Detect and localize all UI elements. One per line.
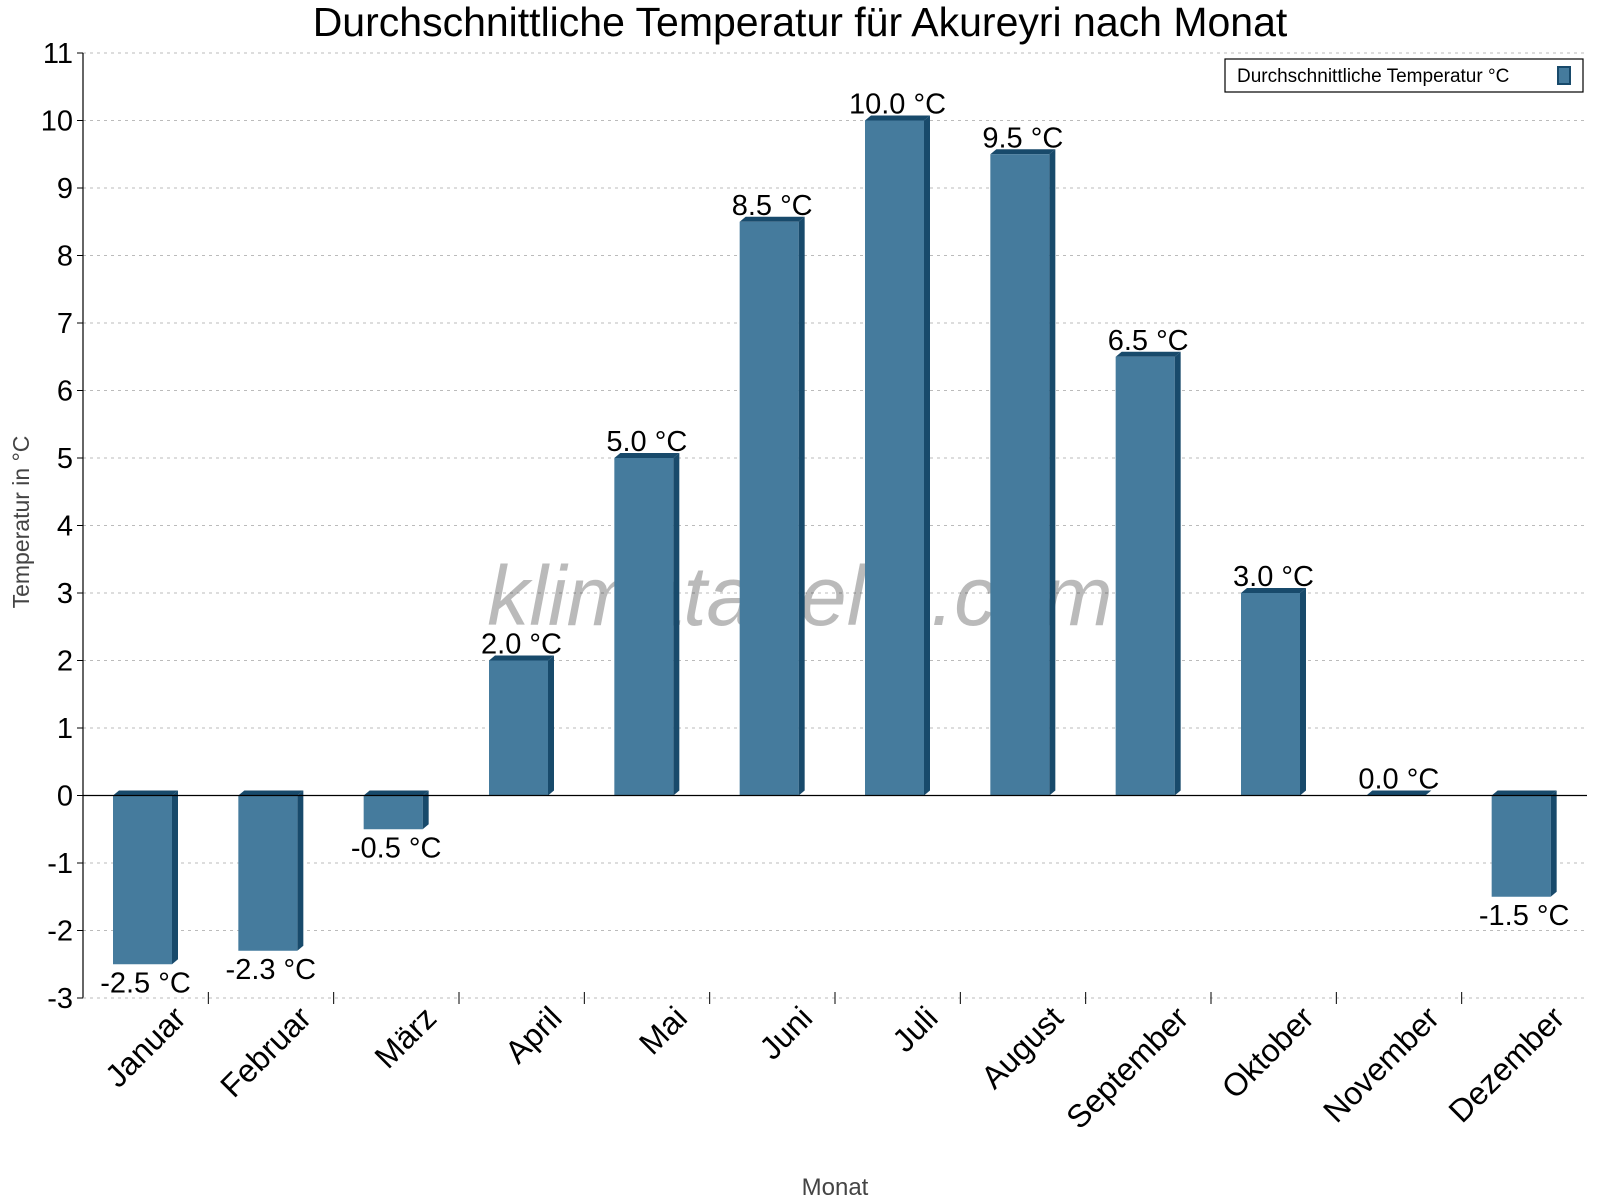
bar-januar [113,790,178,965]
y-tick-label: 9 [57,173,73,205]
bar-top-face [865,115,930,121]
x-tick-label: Januar [98,999,193,1094]
data-label: 5.0 °C [606,426,687,458]
data-label: -0.5 °C [351,832,442,864]
x-tick-label: September [1059,999,1195,1135]
bar [1491,795,1551,897]
y-tick-label: 7 [57,308,73,340]
x-tick-label: Mai [632,999,694,1061]
bar-august [990,149,1056,796]
bar [363,795,423,830]
y-tick-label: 2 [57,646,73,678]
data-label: 8.5 °C [732,190,813,222]
y-tick-label: 1 [57,713,73,745]
bar-top-face [990,149,1056,155]
x-tick-label: August [974,999,1070,1095]
bar [1241,593,1300,796]
x-tick-label: Juni [752,999,819,1066]
data-label: 9.5 °C [982,122,1063,154]
y-axis-label: Temperatur in °C [8,436,34,609]
y-tick-label: 3 [57,578,73,610]
bar-top-face [1241,588,1306,593]
data-label: 6.5 °C [1108,325,1189,357]
bar [865,120,924,796]
data-label: 0.0 °C [1358,764,1439,796]
bar-side-face [1300,588,1306,796]
bar-mai [614,453,680,796]
bar-juni [739,216,805,796]
bar-juli [865,115,930,796]
bar-side-face [297,790,304,951]
bar [113,795,172,965]
bar-märz [363,790,429,830]
data-label: 10.0 °C [849,89,946,121]
data-label: -1.5 °C [1479,900,1570,932]
bar [990,154,1050,796]
bar-top-face [489,655,554,661]
legend[interactable]: Durchschnittliche Temperatur °C [1224,58,1584,93]
bar-top-face [113,790,178,796]
bar-side-face [1049,149,1056,796]
bar-top-face [614,453,680,458]
x-tick-label: Juli [885,999,944,1058]
bar-side-face [924,115,930,796]
bars [113,115,1557,965]
bar-top-face [238,790,304,796]
x-tick-label: Dezember [1441,999,1571,1129]
legend-box [1224,58,1584,93]
bar-top-face [1115,351,1181,357]
y-tick-label: 0 [57,781,73,813]
y-tick-label: 5 [57,443,73,475]
bar-side-face [422,790,429,830]
data-labels: -2.5 °C -2.3 °C -0.5 °C 2.0 °C 5.0 °C 8.5 °C 1… [100,89,1569,1000]
y-tick-label: 6 [57,376,73,408]
bar-top-face [363,790,429,796]
y-tick-label: 11 [43,38,73,70]
bar-side-face [798,216,805,796]
bar-side-face [1550,790,1557,897]
bar-side-face [548,655,554,796]
bar [489,660,548,796]
bar-oktober [1241,588,1306,796]
grid-lines [83,52,1587,999]
bar-top-face [1366,790,1432,796]
x-tick-label: Februar [213,999,318,1104]
bar-top-face [739,216,805,222]
y-tick-label: 4 [57,511,73,543]
data-label: -2.5 °C [100,967,191,999]
y-tick-label: -3 [47,983,73,1015]
data-label: -2.3 °C [226,954,317,986]
bar [1115,356,1175,796]
bar [238,795,298,951]
x-axis-label: Monat [802,1174,869,1200]
legend-swatch [1557,66,1571,85]
x-tick-label: März [368,999,444,1075]
bar-april [489,655,554,796]
x-tick-label: November [1316,999,1446,1129]
x-tick-label: April [498,999,569,1070]
y-tick-label: -1 [47,848,73,880]
bar-september [1115,351,1181,796]
bar-side-face [172,790,178,965]
chart-title: Durchschnittliche Temperatur für Akureyr… [313,0,1288,45]
bar-februar [238,790,304,951]
bar-dezember [1491,790,1557,897]
y-tick-label: 8 [57,241,73,273]
bar-side-face [673,453,680,796]
x-tick-label: Oktober [1215,999,1321,1105]
bar [739,221,799,796]
bar [614,458,674,796]
y-tick-label: -2 [47,916,73,948]
data-label: 2.0 °C [481,629,562,661]
legend-label: Durchschnittliche Temperatur °C [1237,66,1509,87]
data-label: 3.0 °C [1233,561,1314,593]
y-tick-label: 10 [41,106,73,138]
bar-side-face [1174,351,1181,796]
bar-top-face [1491,790,1557,796]
